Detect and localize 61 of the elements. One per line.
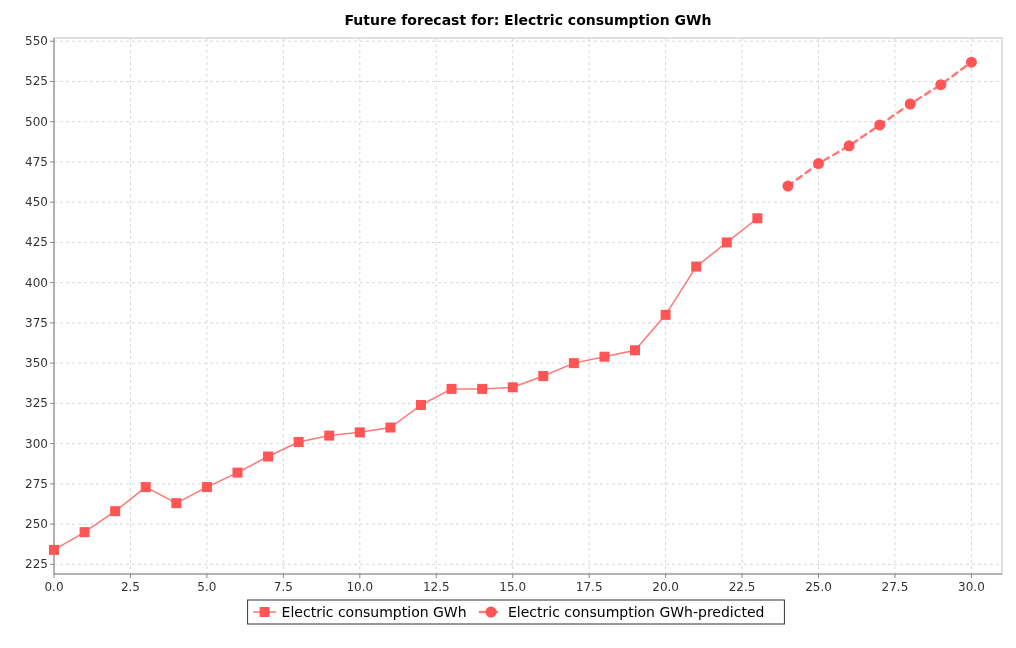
point: [201, 482, 212, 493]
point: [965, 56, 977, 68]
y-tick-label: 425: [25, 235, 48, 250]
point: [660, 309, 671, 320]
point: [385, 422, 396, 433]
y-tick-label: 300: [25, 436, 48, 451]
x-tick-label: 7.5: [273, 580, 293, 594]
point: [874, 119, 886, 131]
y-tick-label: 375: [25, 315, 48, 330]
x-tick-label: 25.0: [805, 580, 832, 594]
y-tick-label: 275: [25, 476, 48, 491]
x-tick-label: 22.5: [728, 580, 756, 594]
point: [568, 358, 579, 369]
point: [232, 467, 243, 478]
x-tick-label: 2.5: [120, 580, 140, 594]
legend-label: Electric consumption GWh-predicted: [508, 604, 765, 620]
point: [293, 437, 304, 448]
point: [49, 544, 59, 555]
point: [935, 79, 947, 91]
point: [752, 213, 763, 224]
x-tick-label: 20.0: [652, 580, 679, 594]
point: [630, 345, 641, 356]
y-tick-label: 250: [25, 517, 48, 532]
y-tick-label: 350: [25, 356, 48, 371]
point: [782, 180, 794, 192]
point: [354, 427, 365, 438]
y-tick-label: 325: [25, 396, 48, 411]
x-tick-label: 10.0: [346, 580, 374, 594]
x-tick-label: 12.5: [422, 580, 450, 594]
point: [691, 261, 702, 272]
point: [538, 371, 549, 382]
y-tick-label: 550: [25, 34, 48, 49]
point: [477, 383, 488, 394]
point: [446, 383, 457, 394]
point: [904, 98, 916, 110]
point: [415, 399, 426, 410]
point: [79, 527, 90, 538]
chart-title: Future forecast for: Electric consumption GWh: [344, 12, 712, 28]
point: [324, 430, 335, 441]
y-tick-label: 500: [25, 114, 48, 129]
y-tick-label: 225: [25, 557, 48, 572]
x-tick-label: 17.5: [575, 580, 603, 594]
x-tick-label: 27.5: [881, 580, 909, 594]
point: [599, 351, 610, 362]
legend-label: Electric consumption GWh: [281, 604, 467, 620]
x-tick-label: 0.0: [44, 580, 64, 594]
y-tick-label: 475: [25, 154, 48, 169]
point: [507, 382, 518, 393]
point: [843, 140, 855, 152]
point: [721, 237, 732, 248]
x-tick-label: 15.0: [499, 580, 527, 594]
y-tick-label: 450: [25, 195, 48, 210]
point: [171, 498, 182, 509]
point: [813, 158, 825, 170]
y-tick-label: 525: [25, 74, 48, 89]
y-tick-label: 400: [25, 275, 48, 290]
x-tick-label: 30.0: [958, 580, 985, 594]
point: [110, 506, 121, 517]
point: [140, 482, 151, 493]
point: [263, 451, 274, 462]
x-tick-label: 5.0: [197, 580, 217, 594]
